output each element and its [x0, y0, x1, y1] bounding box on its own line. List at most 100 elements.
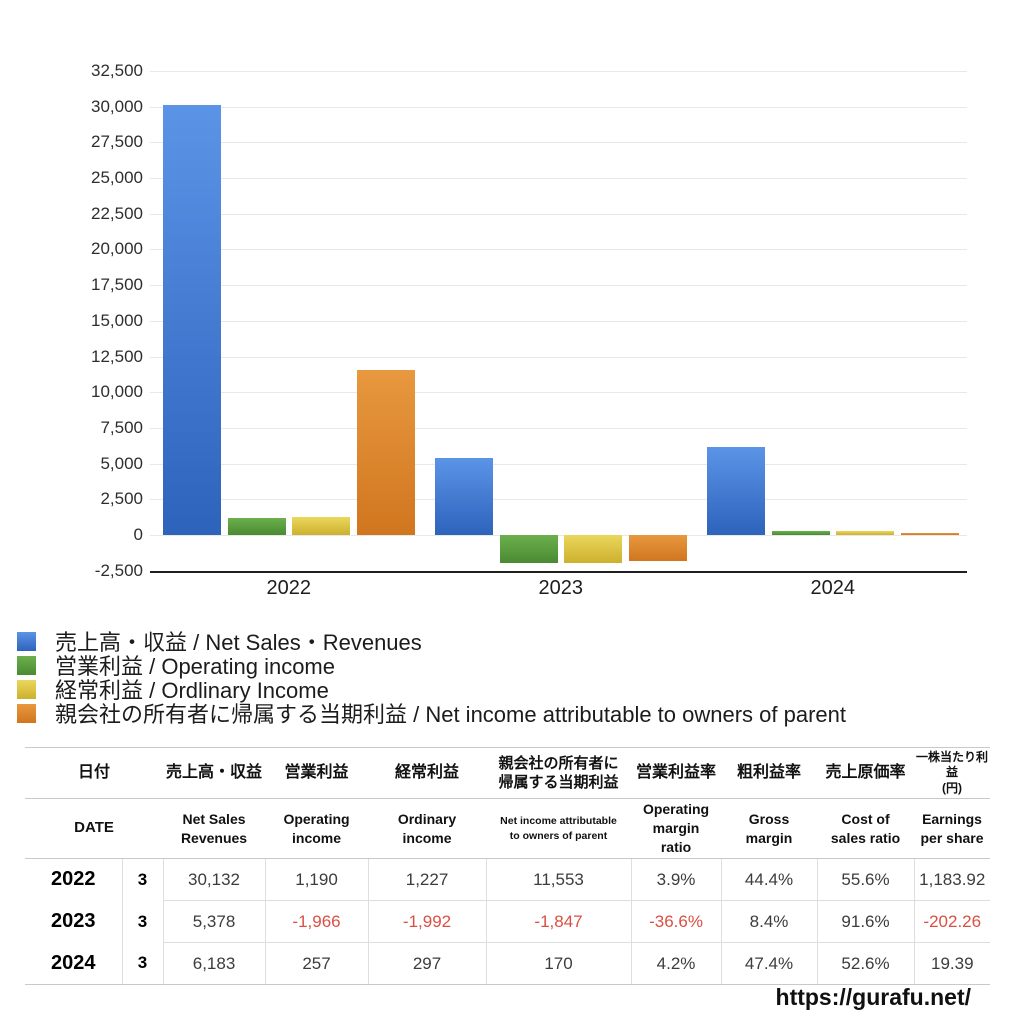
cell-value-2: 297	[367, 942, 487, 985]
y-tick-label: 2,500	[100, 489, 143, 509]
header-net-sales-en: Net Sales Revenues	[163, 798, 266, 859]
cell-value-6: 52.6%	[816, 942, 915, 985]
header-operating-income-en: Operating income	[265, 798, 369, 859]
cell-value-7: 1,183.92	[913, 858, 991, 901]
header-date-en: DATE	[25, 798, 164, 859]
x-axis-label: 2024	[810, 577, 856, 599]
legend-color-swatch	[17, 703, 36, 723]
cell-year: 2023	[51, 910, 96, 932]
cell-value-1: 257	[264, 942, 369, 985]
y-tick-label: 25,000	[91, 168, 143, 188]
bar-chart: 32,500 30,000 27,500 25,000 22,500 20,000 17,5…	[91, 61, 967, 599]
table-row-2024: 2024 3 6,183 257 297 170 4.2% 47.4% 52.6% 19.39	[25, 942, 991, 985]
cell-month: 3	[121, 858, 164, 901]
bar-2024-series1	[771, 531, 830, 535]
y-tick-label: 7,500	[100, 417, 143, 437]
bar-2022-series3	[356, 370, 415, 535]
y-tick-label: 17,500	[91, 275, 143, 295]
y-tick-label: 15,000	[91, 310, 143, 330]
legend-color-swatch	[17, 679, 36, 699]
cell-value-0: 30,132	[162, 858, 266, 901]
bar-2022-series1	[227, 518, 286, 535]
gridline	[150, 535, 967, 536]
cell-value-4: -36.6%	[630, 900, 722, 943]
cell-value-4: 3.9%	[630, 858, 722, 901]
cell-value-6: 91.6%	[816, 900, 915, 943]
gridline	[150, 142, 967, 144]
legend-color-swatch	[17, 655, 36, 675]
y-tick-label: 30,000	[91, 96, 143, 116]
header-date-ja: 日付	[25, 747, 164, 799]
y-tick-label: -2,500	[94, 560, 143, 580]
cell-value-7: -202.26	[913, 900, 991, 943]
table-row-2023: 2023 3 5,378 -1,966 -1,992 -1,847 -36.6% 8.4% 91…	[25, 900, 991, 943]
cell-month: 3	[121, 900, 164, 943]
legend-label: 営業利益 / Operating income	[55, 654, 335, 679]
gridline	[150, 213, 967, 215]
cell-value-1: -1,966	[264, 900, 369, 943]
legend-label: 売上高・収益 / Net Sales・Revenues	[55, 630, 422, 655]
table-row-2022: 2022 3 30,132 1,190 1,227 11,553 3.9% 44.4% 55.6…	[25, 858, 991, 901]
table-header-row-ja: 日付 売上高・収益 営業利益 経常利益 親会社の所有者に 帰属する当期利益 営業…	[25, 747, 991, 799]
y-tick-label: 12,500	[91, 346, 143, 366]
gridline	[150, 392, 967, 394]
y-tick-label: 27,500	[91, 132, 143, 152]
header-eps-ja: 一株当たり利益 (円)	[914, 747, 991, 799]
y-tick-label: 10,000	[91, 382, 143, 402]
y-tick-label: 5,000	[100, 453, 143, 473]
cell-value-2: 1,227	[367, 858, 487, 901]
cell-value-2: -1,992	[367, 900, 487, 943]
y-tick-label: 22,500	[91, 203, 143, 223]
x-axis-line	[150, 570, 967, 573]
chart-legend: 売上高・収益 / Net Sales・Revenues 営業利益 / Operat…	[17, 629, 846, 727]
cell-value-3: 170	[485, 942, 632, 985]
cell-month: 3	[121, 942, 164, 985]
gridline	[150, 320, 967, 322]
bar-2022-series2	[292, 517, 350, 535]
gridline	[150, 499, 967, 501]
site-url: https://gurafu.net/	[775, 984, 971, 1010]
x-axis-label: 2022	[266, 577, 312, 599]
cell-value-1: 1,190	[264, 858, 369, 901]
y-tick-label: 0	[133, 525, 143, 544]
bar-2024-series3	[900, 532, 959, 535]
y-tick-label: 20,000	[91, 239, 143, 259]
legend-label: 経常利益 / Ordlinary Income	[55, 678, 329, 703]
header-eps-en: Earnings per share	[914, 798, 991, 859]
header-operating-margin-ja: 営業利益率	[631, 747, 722, 799]
legend-item: 売上高・収益 / Net Sales・Revenues	[17, 629, 846, 655]
legend-item: 経常利益 / Ordlinary Income	[17, 677, 846, 703]
cell-value-4: 4.2%	[630, 942, 722, 985]
bar-2022-series0	[163, 104, 221, 535]
cell-year: 2022	[51, 868, 96, 891]
gridline	[150, 463, 967, 465]
header-gross-margin-en: Gross margin	[721, 798, 818, 859]
gridline	[150, 285, 967, 287]
gridline	[150, 356, 967, 358]
gridline	[150, 427, 967, 429]
header-operating-margin-en: Operating margin ratio	[631, 798, 722, 859]
header-net-sales-ja: 売上高・収益	[163, 747, 266, 799]
cell-value-0: 5,378	[162, 900, 266, 943]
bar-2023-series2	[564, 535, 622, 564]
table-header-row-en: DATE Net Sales Revenues Operating income…	[25, 798, 991, 859]
header-cost-of-sales-en: Cost of sales ratio	[817, 798, 915, 859]
x-axis-label: 2023	[538, 577, 584, 599]
bar-2024-series0	[707, 446, 765, 535]
financial-table: 日付 売上高・収益 営業利益 経常利益 親会社の所有者に 帰属する当期利益 営業…	[25, 747, 991, 985]
legend-item: 親会社の所有者に帰属する当期利益 / Net income attributab…	[17, 701, 846, 727]
header-net-income-en: Net income attributable to owners of par…	[486, 798, 632, 859]
cell-value-3: -1,847	[485, 900, 632, 943]
cell-value-5: 8.4%	[720, 900, 818, 943]
cell-value-5: 44.4%	[720, 858, 818, 901]
legend-label: 親会社の所有者に帰属する当期利益 / Net income attributab…	[55, 702, 847, 727]
bar-2023-series1	[499, 535, 558, 564]
bar-2024-series2	[836, 530, 894, 535]
gridline	[150, 71, 967, 72]
gridline	[150, 178, 967, 180]
header-operating-income-ja: 営業利益	[265, 747, 369, 799]
header-ordinary-income-ja: 経常利益	[368, 747, 487, 799]
gridline	[150, 249, 967, 251]
cell-value-5: 47.4%	[720, 942, 818, 985]
